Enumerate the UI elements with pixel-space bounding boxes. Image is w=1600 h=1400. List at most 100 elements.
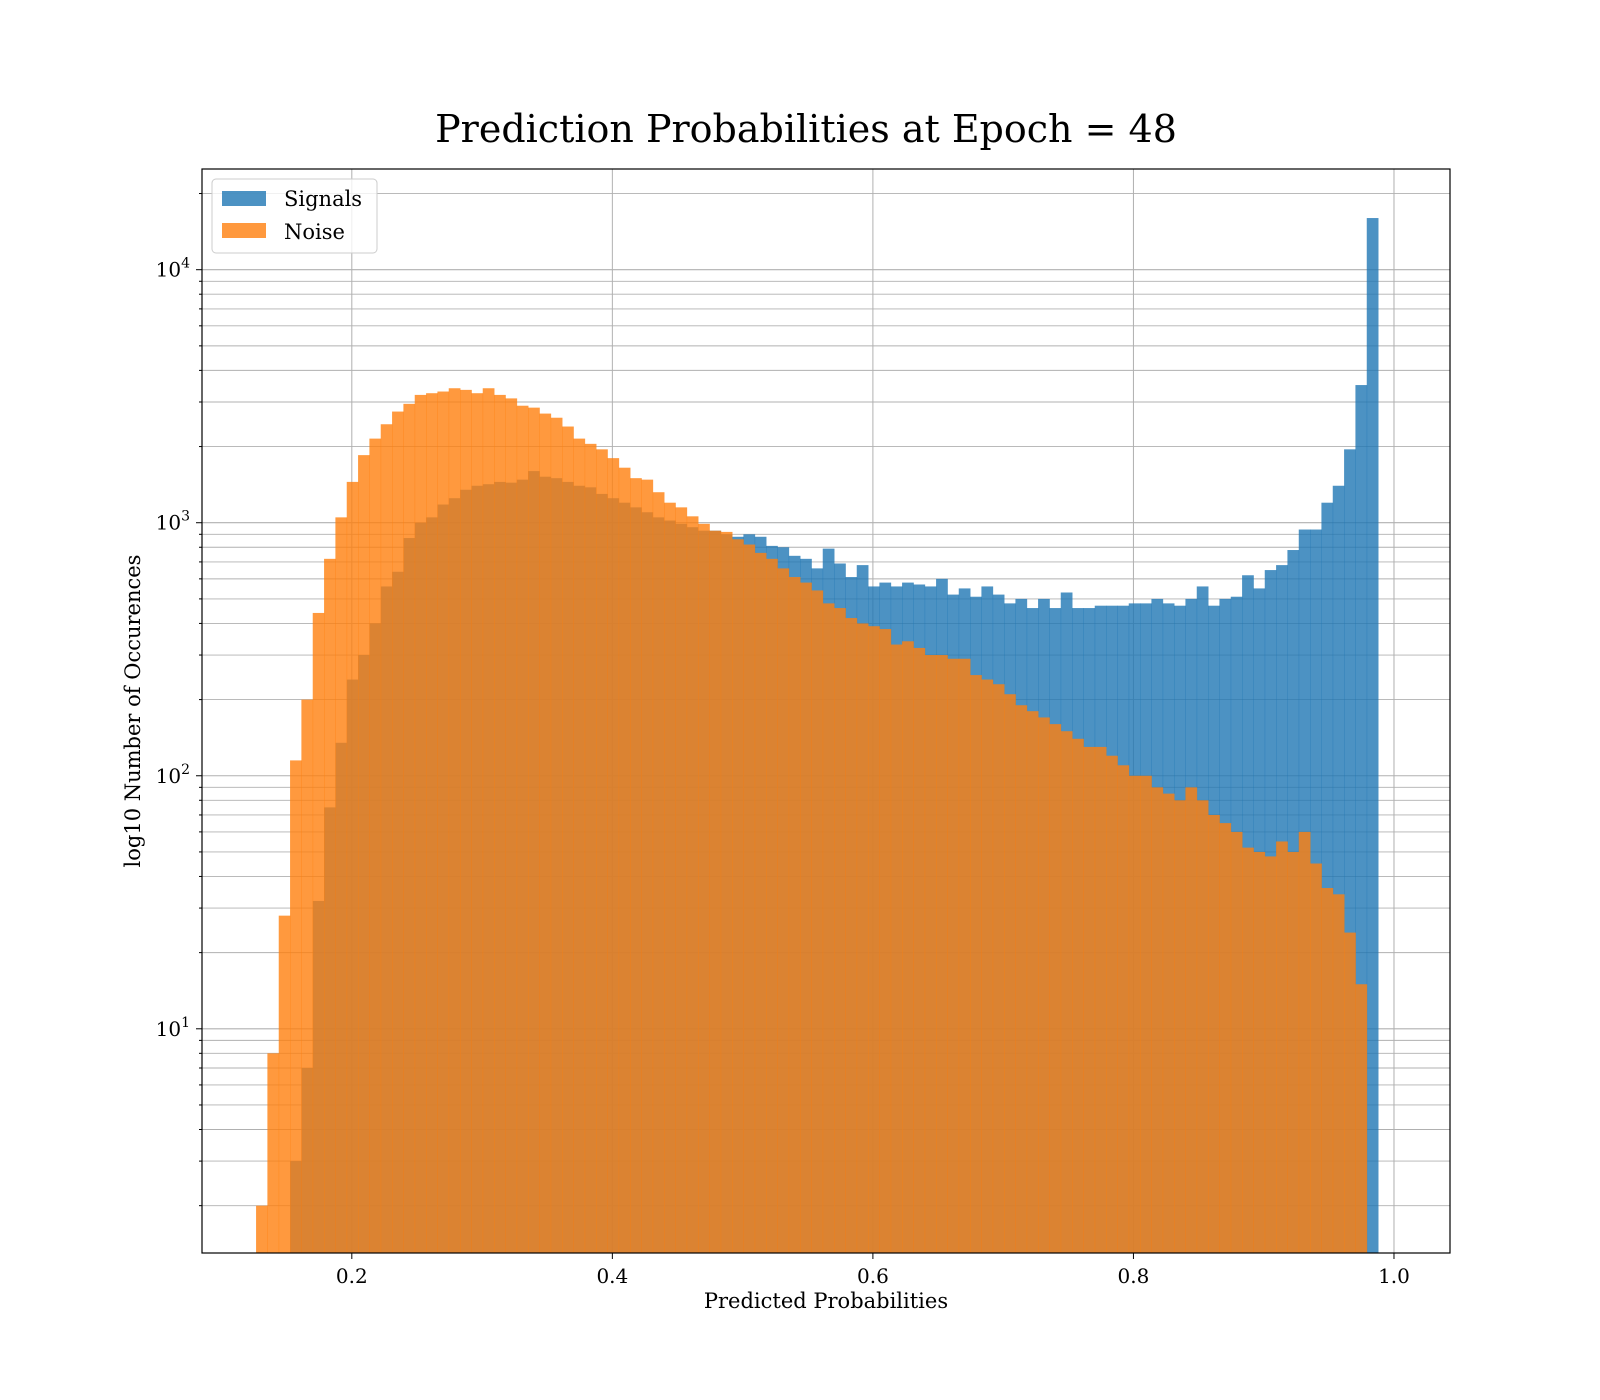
noise-bar <box>1298 831 1311 1253</box>
noise-bar <box>845 618 858 1253</box>
noise-bar <box>1276 841 1288 1253</box>
x-tick-label: 0.4 <box>596 1264 628 1288</box>
noise-bar <box>1208 814 1220 1253</box>
noise-bar <box>516 405 529 1254</box>
noise-bar <box>1049 724 1062 1253</box>
noise-bar <box>1038 717 1050 1253</box>
y-tick-label: 103 <box>156 509 190 535</box>
noise-bar <box>392 411 404 1254</box>
noise-bar <box>584 443 597 1253</box>
noise-bar <box>1083 746 1096 1253</box>
noise-bar <box>1174 800 1186 1253</box>
noise-bar <box>1196 800 1209 1253</box>
noise-bar <box>437 391 450 1253</box>
noise-bar <box>324 558 336 1253</box>
noise-bar <box>1060 731 1073 1253</box>
noise-bar <box>788 577 801 1253</box>
x-axis-label: Predicted Probabilities <box>704 1289 948 1313</box>
noise-bar <box>811 590 824 1253</box>
legend-swatch-signals <box>222 191 266 206</box>
noise-bar <box>1355 984 1368 1253</box>
noise-bar <box>834 608 846 1253</box>
noise-bar <box>1253 851 1266 1253</box>
signals-bar <box>1366 218 1379 1253</box>
noise-bar <box>958 658 971 1253</box>
signals-bar <box>1355 385 1368 1253</box>
noise-bars <box>256 388 1368 1254</box>
noise-bar <box>1140 775 1152 1253</box>
noise-bar <box>947 658 960 1253</box>
noise-bar <box>539 413 552 1253</box>
noise-bar <box>346 481 359 1253</box>
signals-bar <box>1332 485 1345 1253</box>
noise-bar <box>1015 705 1028 1253</box>
y-tick-label: 102 <box>156 762 190 788</box>
noise-bar <box>278 915 291 1253</box>
noise-bar <box>301 699 314 1253</box>
noise-bar <box>369 438 382 1254</box>
noise-bar <box>1106 755 1118 1253</box>
noise-bar <box>1264 856 1277 1253</box>
noise-bar <box>471 393 484 1253</box>
noise-bar <box>1094 746 1107 1253</box>
noise-bar <box>822 603 835 1253</box>
noise-bar <box>1117 765 1130 1253</box>
noise-bar <box>573 438 586 1254</box>
noise-bar <box>494 394 506 1254</box>
legend: Signals Noise <box>211 178 378 254</box>
noise-bar <box>981 679 994 1253</box>
x-tick-label: 0.8 <box>1118 1264 1150 1288</box>
y-axis-label: log10 Number of Occurences <box>121 555 145 868</box>
noise-bar <box>596 449 608 1253</box>
noise-bar <box>290 760 302 1253</box>
noise-bar <box>641 479 654 1253</box>
signals-bar <box>1321 502 1334 1253</box>
noise-bar <box>1287 851 1300 1253</box>
noise-bar <box>1004 694 1016 1253</box>
noise-bar <box>743 544 756 1253</box>
noise-bar <box>312 612 325 1253</box>
noise-bar <box>1072 738 1084 1253</box>
plot-area-frame <box>201 168 1451 1254</box>
signals-bar <box>1344 449 1356 1253</box>
noise-bar <box>1332 894 1345 1253</box>
chart-title: Prediction Probabilities at Epoch = 48 <box>435 107 1177 151</box>
noise-bar <box>913 647 926 1253</box>
noise-bar <box>675 507 688 1253</box>
noise-bar <box>380 424 393 1253</box>
x-axis-ticks: 0.2 0.4 0.6 0.8 1.0 <box>336 1253 1410 1288</box>
noise-bar <box>1230 831 1243 1253</box>
noise-bar <box>630 478 642 1254</box>
noise-bar <box>924 655 937 1253</box>
noise-bar <box>414 394 427 1254</box>
noise-bar <box>562 426 574 1253</box>
noise-bar <box>800 582 812 1253</box>
noise-bar <box>528 407 540 1253</box>
noise-bar <box>709 530 722 1253</box>
y-axis-ticks: 101 102 103 104 <box>156 193 202 1207</box>
legend-label-signals: Signals <box>284 187 362 211</box>
noise-bar <box>1242 847 1254 1253</box>
noise-bar <box>936 655 948 1253</box>
noise-bar <box>505 398 518 1253</box>
noise-bar <box>754 552 767 1253</box>
noise-bar <box>732 539 744 1253</box>
noise-bar <box>403 403 416 1254</box>
noise-bar <box>652 492 665 1253</box>
noise-bar <box>686 516 699 1253</box>
noise-bar <box>1151 787 1164 1253</box>
noise-bar <box>856 623 869 1253</box>
noise-bar <box>550 417 563 1253</box>
noise-bar <box>777 568 790 1253</box>
y-tick-label: 104 <box>156 256 190 282</box>
noise-bar <box>482 388 495 1253</box>
noise-bar <box>358 455 370 1253</box>
noise-bar <box>1344 932 1356 1253</box>
noise-bar <box>335 517 348 1253</box>
noise-bar <box>256 1205 268 1253</box>
noise-bar <box>1310 863 1322 1253</box>
noise-bar <box>720 531 733 1253</box>
noise-bar <box>698 523 710 1253</box>
noise-bar <box>868 626 880 1253</box>
